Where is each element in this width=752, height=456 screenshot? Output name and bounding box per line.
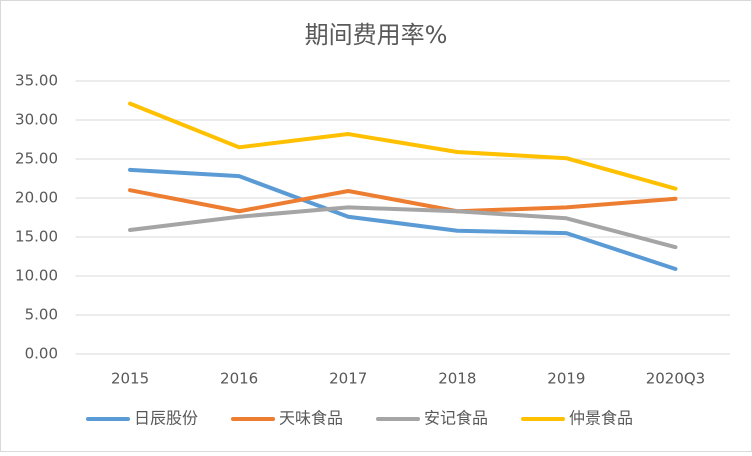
- legend-label: 安记食品: [424, 409, 488, 428]
- y-tick-label: 0.00: [25, 345, 58, 363]
- y-tick-label: 5.00: [25, 306, 58, 324]
- x-tick-label: 2018: [438, 370, 476, 388]
- data-line: [128, 167, 678, 271]
- y-tick-label: 10.00: [15, 267, 58, 285]
- x-tick-label: 2015: [111, 370, 149, 388]
- y-tick-label: 20.00: [15, 189, 58, 207]
- x-tick-label: 2019: [547, 370, 585, 388]
- data-line: [128, 188, 678, 214]
- y-tick-label: 30.00: [15, 111, 58, 129]
- y-tick-label: 25.00: [15, 150, 58, 168]
- x-tick-label: 2020Q3: [646, 370, 706, 388]
- y-tick-label: 15.00: [15, 228, 58, 246]
- legend-label: 天味食品: [279, 409, 343, 428]
- legend-label: 日辰股份: [134, 409, 198, 428]
- data-line: [128, 101, 678, 191]
- chart-title: 期间费用率%: [305, 21, 448, 49]
- x-tick-label: 2017: [329, 370, 367, 388]
- data-line: [128, 205, 678, 250]
- y-tick-label: 35.00: [15, 72, 58, 90]
- legend-label: 仲景食品: [569, 409, 633, 428]
- x-tick-label: 2016: [220, 370, 258, 388]
